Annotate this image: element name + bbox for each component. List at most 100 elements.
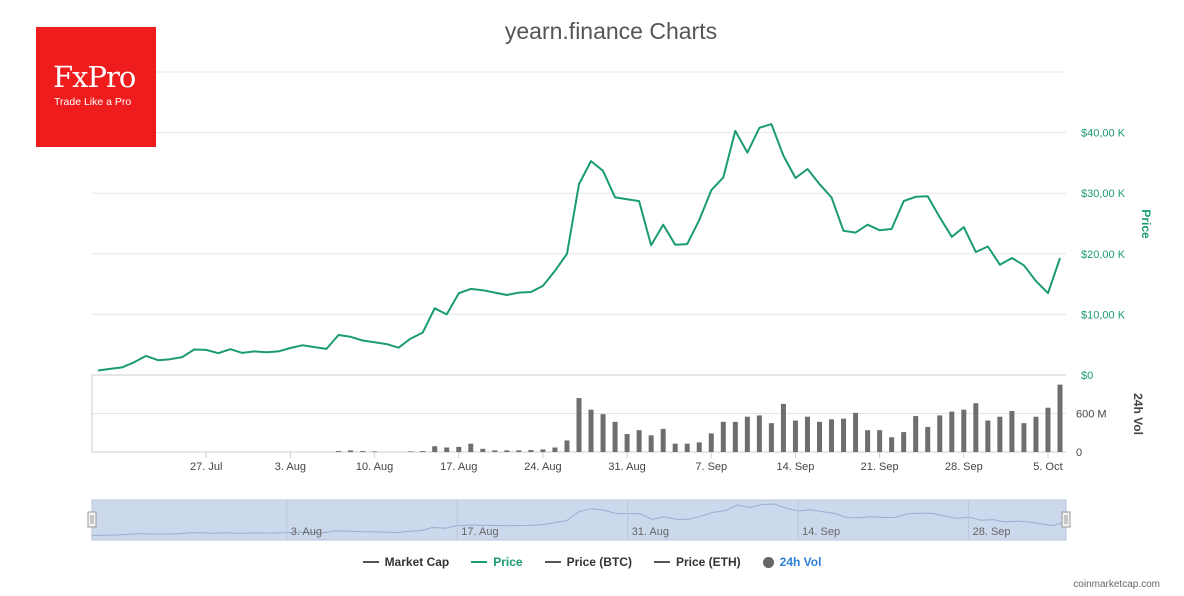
volume-bar (648, 435, 654, 452)
volume-bar (901, 432, 907, 452)
navigator-tick-label: 28. Sep (973, 526, 1011, 538)
legend-label: Price (493, 555, 523, 569)
volume-bar (937, 415, 943, 452)
x-tick-label: 14. Sep (776, 461, 814, 473)
volume-bar (1009, 410, 1015, 452)
legend-label: Market Cap (384, 555, 450, 569)
volume-bar (336, 451, 341, 452)
legend-item[interactable]: Market Cap (362, 555, 450, 569)
navigator-tick-label: 14. Sep (802, 526, 840, 538)
volume-bar (1021, 423, 1027, 452)
volume-tick-label: 600 M (1076, 409, 1107, 421)
volume-bar (853, 412, 859, 452)
volume-bar (973, 403, 979, 452)
volume-bar (1033, 416, 1039, 452)
x-tick-label: 10. Aug (356, 461, 393, 473)
navigator-selection[interactable] (91, 499, 1067, 541)
volume-bar (997, 416, 1003, 452)
volume-bar (528, 450, 534, 452)
legend-item[interactable]: Price (BTC) (544, 555, 632, 569)
x-tick-label: 17. Aug (440, 461, 477, 473)
volume-bar (877, 430, 883, 452)
legend-line-marker (471, 561, 488, 563)
legend-item[interactable]: Price (471, 555, 523, 569)
volume-bar (841, 418, 847, 452)
price-line (97, 123, 1061, 372)
volume-bar (516, 450, 522, 452)
volume-bar (552, 447, 558, 452)
navigator-left-handle[interactable] (87, 511, 97, 528)
volume-axis-ticks: 0 600 M (1076, 409, 1107, 460)
legend-item[interactable]: 24h Vol (762, 555, 822, 569)
volume-tick-label: 0 (1076, 447, 1082, 459)
volume-bar (588, 409, 594, 452)
volume-bar (756, 415, 762, 452)
volume-bar (732, 421, 738, 452)
x-tick-label: 3. Aug (275, 461, 306, 473)
legend-line-marker (362, 561, 379, 563)
volume-bar (504, 450, 510, 452)
volume-bar (348, 450, 354, 452)
volume-bar (925, 426, 931, 452)
volume-bar (444, 447, 450, 452)
logo-wordmark: FxPro (53, 60, 136, 94)
x-tick-label: 5. Oct (1033, 461, 1062, 473)
volume-bar (696, 442, 702, 452)
x-tick-label: 27. Jul (190, 461, 222, 473)
volume-bar (456, 446, 462, 452)
navigator-ticks: 3. Aug 17. Aug 31. Aug 14. Sep 28. Sep (286, 500, 1011, 540)
volume-bar (408, 451, 414, 452)
navigator-series (91, 503, 1067, 536)
volume-bar (612, 421, 618, 452)
volume-bar (636, 430, 642, 452)
legend-item[interactable]: Price (ETH) (653, 555, 741, 569)
source-credit[interactable]: coinmarketcap.com (1073, 579, 1160, 590)
fxpro-logo: FxPro Trade Like a Pro (36, 27, 156, 147)
price-axis-ticks: $0 $10,00 K $20,00 K $30,00 K $40,00 K (1081, 128, 1126, 382)
volume-bar (684, 443, 690, 452)
volume-bar (564, 440, 570, 452)
volume-bar (672, 443, 678, 452)
price-tick-label: $30,00 K (1081, 188, 1126, 200)
volume-bar (1057, 384, 1063, 452)
volume-bar (480, 448, 486, 452)
volume-bar (540, 449, 546, 452)
price-series (97, 123, 1061, 372)
volume-bar (744, 416, 750, 452)
volume-bar (420, 451, 426, 452)
navigator-tick-label: 17. Aug (461, 526, 498, 538)
volume-bar (961, 409, 967, 452)
navigator-tick-label: 3. Aug (291, 526, 322, 538)
legend-label: Price (ETH) (675, 555, 741, 569)
volume-bar (817, 421, 822, 452)
volume-bar (432, 446, 438, 452)
volume-bar (865, 430, 871, 452)
chart-legend: Market Cap Price Price (BTC) Price (ETH) 24h… (0, 555, 1184, 569)
volume-bar (889, 437, 895, 452)
volume-bar (600, 414, 606, 452)
price-tick-label: $0 (1081, 370, 1093, 382)
price-gridlines (92, 71, 1066, 376)
volume-bar (949, 411, 955, 452)
volume-bar (492, 450, 498, 452)
logo-tagline: Trade Like a Pro (54, 96, 132, 108)
volume-bar (660, 428, 666, 452)
legend-label: 24h Vol (779, 555, 822, 569)
volume-bars (336, 384, 1063, 452)
x-axis-ticks: 27. Jul 3. Aug 10. Aug 17. Aug 24. Aug 31. Au… (190, 452, 1063, 473)
legend-line-marker (544, 561, 561, 563)
navigator-right-handle[interactable] (1061, 511, 1071, 528)
price-axis-title: Price (1139, 209, 1153, 239)
range-navigator[interactable]: 3. Aug 17. Aug 31. Aug 14. Sep 28. Sep (87, 499, 1071, 541)
volume-bar (372, 451, 378, 452)
legend-dot-marker (762, 556, 774, 568)
volume-bar (624, 434, 630, 452)
x-tick-label: 28. Sep (945, 461, 983, 473)
volume-bar (768, 423, 774, 452)
volume-bar (792, 420, 798, 452)
volume-bar (360, 451, 366, 452)
volume-bar (1045, 407, 1051, 452)
x-tick-label: 21. Sep (861, 461, 899, 473)
legend-label: Price (BTC) (566, 555, 632, 569)
price-tick-label: $10,00 K (1081, 309, 1126, 321)
